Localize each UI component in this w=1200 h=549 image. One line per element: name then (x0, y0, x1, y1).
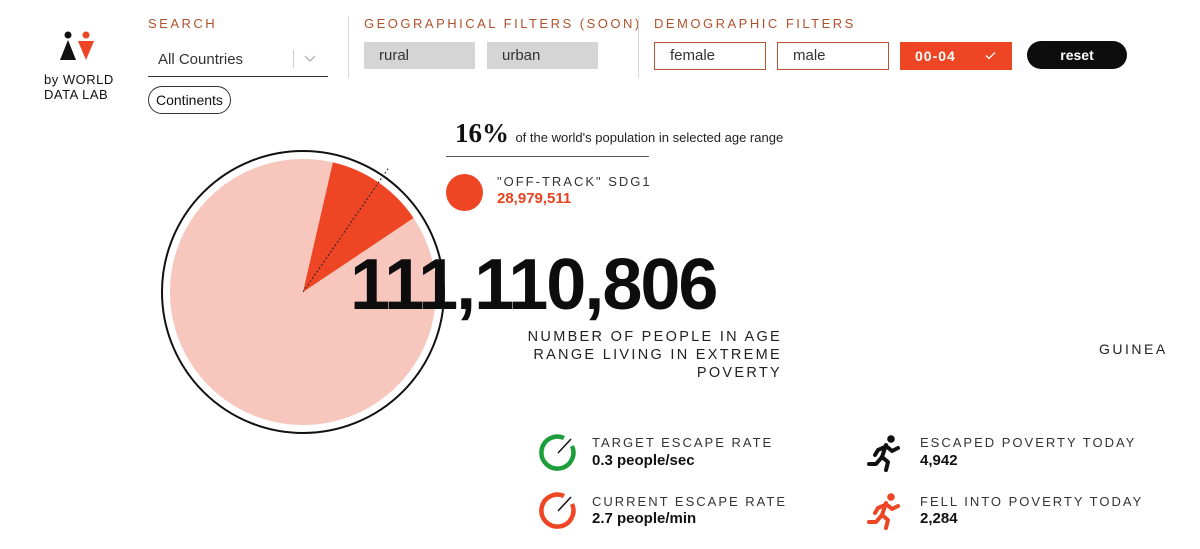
off-track-value: 28,979,511 (497, 190, 572, 207)
total-poverty-caption: NUMBER OF PEOPLE IN AGE RANGE LIVING IN … (527, 329, 782, 381)
urban-filter-button[interactable]: urban (487, 42, 598, 69)
target-gauge-icon (539, 434, 576, 471)
checkmark-icon (985, 52, 996, 60)
running-person-black-icon (867, 435, 900, 472)
total-poverty-count: 111,110,806 (350, 245, 718, 325)
poverty-pie-chart (161, 150, 445, 434)
person-pair-logo-icon (60, 31, 94, 60)
target-escape-rate-label: TARGET ESCAPE RATE (592, 435, 774, 450)
escaped-poverty-label: ESCAPED POVERTY TODAY (920, 435, 1137, 450)
female-filter-button[interactable]: female (654, 42, 766, 70)
headline-rule (446, 156, 649, 157)
reset-button[interactable]: reset (1027, 41, 1127, 69)
current-gauge-icon (539, 492, 576, 529)
off-track-legend-dot (446, 174, 483, 211)
age-range-button[interactable]: 00-04 (900, 42, 1012, 70)
population-share: 16% of the world's population in selecte… (455, 118, 783, 149)
male-filter-button[interactable]: male (777, 42, 889, 70)
select-divider (293, 50, 294, 68)
population-share-percent: 16% (455, 118, 509, 148)
country-select[interactable]: All Countries (148, 46, 328, 77)
search-section-label: SEARCH (148, 16, 218, 31)
continents-button[interactable]: Continents (148, 86, 231, 114)
age-range-label: 00-04 (915, 48, 956, 64)
fell-into-poverty-label: FELL INTO POVERTY TODAY (920, 494, 1144, 509)
country-select-value: All Countries (158, 51, 244, 68)
population-share-text: of the world's population in selected ag… (515, 130, 784, 145)
fell-into-poverty-value: 2,284 (920, 510, 958, 527)
region-label[interactable]: GUINEA (1099, 341, 1168, 357)
section-divider (638, 16, 639, 78)
chevron-down-icon[interactable] (302, 50, 318, 66)
pie-off-track-slice (303, 162, 414, 292)
rural-filter-button[interactable]: rural (364, 42, 475, 69)
geo-filters-label: GEOGRAPHICAL FILTERS (SOON) (364, 16, 642, 31)
demographic-filters-label: DEMOGRAPHIC FILTERS (654, 16, 856, 31)
target-escape-rate-value: 0.3 people/sec (592, 452, 695, 469)
escaped-poverty-value: 4,942 (920, 452, 958, 469)
off-track-label: "OFF-TRACK" SDG1 (497, 174, 652, 189)
current-escape-rate-label: CURRENT ESCAPE RATE (592, 494, 787, 509)
pie-pointer-line (302, 168, 389, 293)
running-person-orange-icon (867, 493, 900, 530)
current-escape-rate-value: 2.7 people/min (592, 510, 697, 527)
brand-name: by WORLD DATA LAB (44, 72, 114, 102)
pie-outline (161, 150, 445, 434)
section-divider (348, 16, 349, 78)
